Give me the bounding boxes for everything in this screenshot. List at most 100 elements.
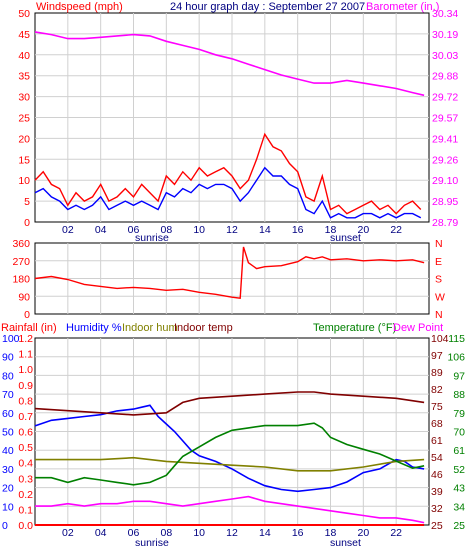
temperature-tick-labels-a: 25 32 39 46 54 61 68 75 82 89 97 104 — [431, 333, 449, 532]
temperature-tick-a: 68 — [431, 418, 443, 430]
rain-tick: 1.0 — [18, 364, 33, 376]
indoor_temp-line — [34, 391, 425, 416]
barometer-tick: 28.79 — [432, 217, 458, 229]
temperature-tick-b: 61 — [453, 445, 465, 457]
barometer-tick-labels: 28.79 28.95 29.10 29.26 29.41 29.57 29.72 29.88… — [432, 8, 458, 229]
temp-x-tick: 20 — [357, 527, 369, 539]
wind-x-tick: 08 — [160, 224, 172, 236]
temperature-tick-b: 52 — [453, 464, 465, 476]
temperature-line — [35, 422, 425, 486]
temperature-tick-b: 88 — [453, 389, 465, 401]
temp-series — [34, 391, 425, 526]
humidity-tick-labels: 0 10 20 30 40 50 60 70 80 90 100 — [2, 333, 20, 532]
barometer-tick: 29.41 — [432, 133, 458, 145]
wind-x-tick: 18 — [325, 224, 337, 236]
temperature-tick-b: 34 — [453, 501, 465, 513]
windspeed-tick: 5 — [24, 196, 30, 208]
barometer-tick: 29.10 — [432, 175, 458, 187]
temp-x-tick: 02 — [62, 527, 74, 539]
barometer-tick: 29.72 — [432, 92, 458, 104]
windspeed-tick: 15 — [18, 154, 30, 166]
temp-x-tick: 04 — [95, 527, 107, 539]
temperature-tick-b: 25 — [453, 520, 465, 532]
temperature-tick-a: 25 — [431, 520, 443, 532]
direction-degree-tick: 270 — [12, 256, 30, 268]
rain-tick: 1.1 — [18, 349, 33, 361]
indoor-hum-axis-label: Indoor hum — [122, 322, 178, 334]
windspeed-tick: 50 — [18, 8, 30, 20]
barometer-line — [34, 31, 425, 97]
temp-x-tick: 14 — [259, 527, 271, 539]
rain-tick: 0.0 — [18, 520, 33, 532]
gust-line — [34, 132, 422, 215]
barometer-tick: 30.19 — [432, 29, 458, 41]
humidity-tick: 60 — [2, 408, 14, 420]
wind-x-tick: 10 — [193, 224, 205, 236]
temp-x-tick: 12 — [226, 527, 238, 539]
temperature-tick-b: 70 — [453, 427, 465, 439]
direction-degree-tick: 360 — [12, 238, 30, 250]
rain-tick: 0.4 — [18, 458, 33, 470]
direction-compass-tick: W — [435, 291, 445, 303]
wind-barometer-panel: 0 5 10 15 20 25 30 35 40 45 50 28.79 28.95 29.10 29.2… — [18, 1, 458, 244]
windspeed-axis-label: Windspeed (mph) — [36, 1, 123, 13]
humidity-tick: 30 — [2, 464, 14, 476]
temp-x-tick: 10 — [193, 527, 205, 539]
windspeed-tick: 35 — [18, 71, 30, 83]
windspeed-tick: 45 — [18, 29, 30, 41]
rain-tick: 0.9 — [18, 380, 33, 392]
direction-compass-tick: N — [435, 309, 443, 321]
sunrise-label: sunrise — [135, 232, 169, 244]
barometer-tick: 28.95 — [432, 196, 458, 208]
sunrise-label-bottom: sunrise — [135, 537, 169, 549]
rain-tick: 0.2 — [18, 489, 33, 501]
humidity-tick: 70 — [2, 389, 14, 401]
humidity-tick: 10 — [2, 501, 14, 513]
rain-tick: 0.3 — [18, 473, 33, 485]
direction-grid — [35, 243, 429, 314]
temperature-tick-a: 61 — [431, 435, 443, 447]
direction-line — [34, 246, 425, 299]
graph-title: 24 hour graph day : September 27 2007 — [170, 1, 365, 13]
temp-x-tick: 08 — [160, 527, 172, 539]
temperature-tick-b: 97 — [453, 370, 465, 382]
temperature-axis-label: Temperature (°F) — [313, 322, 396, 334]
temperature-tick-a: 46 — [431, 469, 443, 481]
wind-x-tick: 12 — [226, 224, 238, 236]
wind-x-tick: 16 — [292, 224, 304, 236]
temp-x-tick: 22 — [390, 527, 402, 539]
wind-grid — [35, 13, 429, 222]
barometer-tick: 30.34 — [432, 8, 458, 20]
humidity-tick: 50 — [2, 427, 14, 439]
direction-series — [34, 246, 425, 299]
windspeed-tick: 40 — [18, 50, 30, 62]
dewpoint-axis-label: Dew Point — [393, 322, 443, 334]
temperature-tick-a: 97 — [431, 350, 443, 362]
rain-tick: 1.2 — [18, 333, 33, 345]
temperature-tick-b: 79 — [453, 408, 465, 420]
direction-compass-tick: S — [435, 274, 442, 286]
barometer-tick: 29.88 — [432, 71, 458, 83]
temp-humidity-panel: 0.00.10.20.30.40.50.60.70.80.91.01.11.2 … — [1, 322, 465, 549]
temperature-tick-labels-b: 25 34 43 52 61 70 79 88 97 106 115 — [447, 333, 465, 532]
humidity-line — [34, 404, 425, 493]
temperature-tick-a: 89 — [431, 367, 443, 379]
windspeed-tick-labels: 0 5 10 15 20 25 30 35 40 45 50 — [18, 8, 30, 229]
humidity-axis-label: Humidity % — [66, 322, 122, 334]
windspeed-tick: 20 — [18, 133, 30, 145]
indoor-temp-axis-label: Indoor temp — [174, 322, 233, 334]
rain-tick: 0.8 — [18, 395, 33, 407]
humidity-tick: 40 — [2, 445, 14, 457]
direction-compass-tick: N — [435, 238, 443, 250]
windspeed-tick: 10 — [18, 175, 30, 187]
humidity-tick: 90 — [2, 352, 14, 364]
direction-degree-tick: 90 — [18, 291, 30, 303]
temperature-tick-a: 39 — [431, 486, 443, 498]
wind-x-tick: 02 — [62, 224, 74, 236]
temperature-tick-a: 32 — [431, 503, 443, 515]
temperature-tick-a: 75 — [431, 401, 443, 413]
wind-x-tick-labels: 02 04 06 08 10 12 14 16 18 20 22 — [62, 224, 402, 236]
temperature-tick-a: 54 — [431, 452, 443, 464]
